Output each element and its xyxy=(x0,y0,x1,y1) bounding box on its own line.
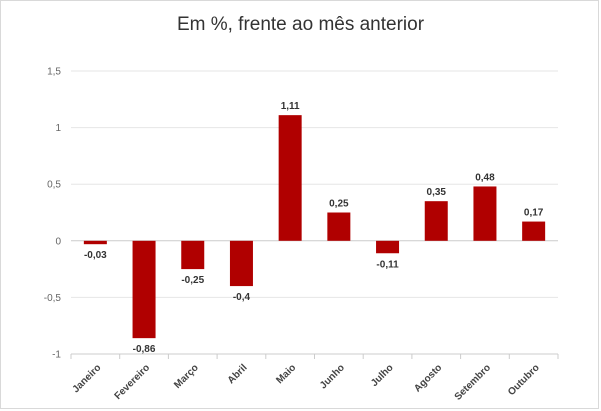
x-tick-label: Março xyxy=(172,362,201,391)
bar xyxy=(327,212,351,241)
x-tick-label: Outubro xyxy=(506,362,542,398)
x-tick-label: Abril xyxy=(226,362,250,386)
data-label: 1,11 xyxy=(281,101,300,112)
data-label: -0,4 xyxy=(233,292,251,303)
bar xyxy=(132,240,156,339)
data-label: -0,86 xyxy=(133,344,156,355)
y-tick-label: 1 xyxy=(55,123,61,134)
x-tick-label: Fevereiro xyxy=(113,362,153,402)
x-tick-label: Junho xyxy=(318,362,347,391)
bar xyxy=(376,240,400,254)
data-label: 0,17 xyxy=(524,208,544,219)
chart-title: Em %, frente ao mês anterior xyxy=(176,14,425,35)
data-label: 0,35 xyxy=(427,187,447,198)
bar xyxy=(83,240,107,245)
data-label: 0,48 xyxy=(475,172,495,183)
bar xyxy=(424,201,448,241)
bar xyxy=(278,115,302,241)
bar xyxy=(181,240,205,270)
data-label: 0,25 xyxy=(329,199,349,210)
x-tick-label: Setembro xyxy=(453,362,493,402)
y-tick-label: -0,5 xyxy=(44,293,62,304)
x-tick-label: Janeiro xyxy=(71,362,104,395)
y-tick-label: 1,5 xyxy=(47,67,61,78)
data-label: -0,11 xyxy=(376,259,399,270)
x-tick-label: Agosto xyxy=(412,362,444,394)
x-tick-label: Julho xyxy=(369,362,396,389)
data-label: -0,25 xyxy=(181,275,204,286)
bar xyxy=(473,186,497,241)
data-label: -0,03 xyxy=(84,250,107,261)
y-tick-label: 0 xyxy=(55,236,61,247)
y-tick-label: -1 xyxy=(52,350,61,361)
bar xyxy=(522,221,546,241)
x-tick-label: Maio xyxy=(274,362,298,386)
bar xyxy=(229,240,253,287)
y-tick-label: 0,5 xyxy=(47,180,61,191)
